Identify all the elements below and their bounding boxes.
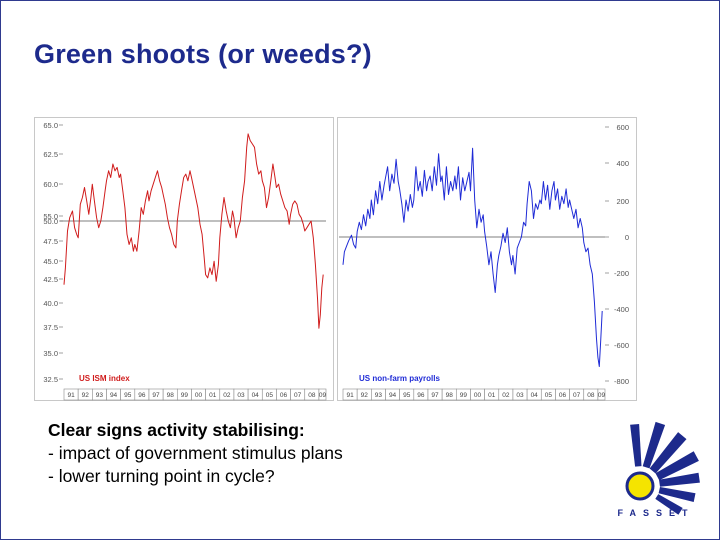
- slide-title: Green shoots (or weeds?): [34, 39, 372, 69]
- x-tick-label: 97: [152, 392, 160, 399]
- x-tick-label: 09: [598, 392, 606, 399]
- y-tick-label: 600: [616, 123, 629, 132]
- logo-ray-icon: [630, 424, 642, 467]
- y-tick-label: 32.5: [43, 375, 58, 384]
- series-label: US non-farm payrolls: [359, 374, 440, 383]
- x-tick-label: 94: [110, 392, 118, 399]
- payrolls-chart: 600 400 200 0 -200 -400 -600 -800 91 92 93 94 95 96 97…: [337, 117, 637, 401]
- series-label: US ISM index: [79, 374, 130, 383]
- y-tick-label: -800: [614, 377, 629, 386]
- x-tick-label: 93: [375, 392, 383, 399]
- x-tick-label: 08: [308, 392, 316, 399]
- ism-chart: 65.0 62.5 60.0 55.0 50.0 47.5 45.0 42.5 40.0 37.5…: [34, 117, 334, 401]
- logo-ray-icon: [659, 472, 700, 487]
- x-tick-label: 00: [195, 392, 203, 399]
- x-tick-label: 95: [403, 392, 411, 399]
- series-line: [63, 133, 324, 329]
- x-tick-label: 91: [346, 392, 354, 399]
- logo-ray-icon: [649, 432, 687, 474]
- y-tick-label: 62.5: [43, 150, 58, 159]
- y-tick-label: 40.0: [43, 299, 58, 308]
- y-tick-label: 65.0: [43, 121, 58, 130]
- y-tick-label: 35.0: [43, 349, 58, 358]
- y-tick-label: 37.5: [43, 323, 58, 332]
- y-tick-label: 60.0: [43, 180, 58, 189]
- y-tick-label: -200: [614, 269, 629, 278]
- x-tick-label: 98: [167, 392, 175, 399]
- x-tick-label: 04: [531, 392, 539, 399]
- bullet-item: - impact of government stimulus plans: [48, 443, 343, 463]
- x-tick-label: 99: [460, 392, 468, 399]
- x-tick-box: [318, 388, 327, 401]
- y-tick-label: 47.5: [43, 237, 58, 246]
- x-tick-label: 03: [237, 392, 245, 399]
- x-tick-label: 09: [319, 392, 327, 399]
- x-tick-label: 96: [138, 392, 146, 399]
- x-tick-label: 07: [294, 392, 302, 399]
- chart-frame: [337, 117, 637, 401]
- fasset-logo: [625, 421, 700, 515]
- x-tick-label: 98: [446, 392, 454, 399]
- x-tick-label: 05: [266, 392, 274, 399]
- x-tick-label: 00: [474, 392, 482, 399]
- x-tick-label: 99: [181, 392, 189, 399]
- x-tick-label: 01: [488, 392, 496, 399]
- x-tick-box: [597, 388, 606, 401]
- logo-ray-icon: [642, 421, 666, 469]
- logo-ray-icon: [655, 494, 683, 515]
- series-line: [342, 147, 603, 367]
- x-tick-label: 91: [67, 392, 75, 399]
- logo-ray-icon: [658, 487, 696, 502]
- y-tick-label: 400: [616, 159, 629, 168]
- x-tick-label: 02: [223, 392, 231, 399]
- y-tick-label: 50.0: [43, 217, 58, 226]
- x-tick-label: 93: [96, 392, 104, 399]
- x-tick-label: 04: [252, 392, 260, 399]
- x-tick-label: 94: [389, 392, 397, 399]
- y-tick-label: 55.0: [43, 212, 58, 221]
- x-tick-label: 08: [587, 392, 595, 399]
- x-tick-label: 06: [559, 392, 567, 399]
- y-tick-label: 0: [625, 233, 629, 242]
- x-tick-label: 05: [545, 392, 553, 399]
- y-tick-label: -600: [614, 341, 629, 350]
- y-tick-label: 45.0: [43, 257, 58, 266]
- x-tick-label: 97: [431, 392, 439, 399]
- ism-chart-svg: 65.0 62.5 60.0 55.050.0 47.5 45.0 42.5 40.0 37.5…: [34, 117, 334, 401]
- logo-text: FASSET: [617, 508, 695, 518]
- y-tick-label: -400: [614, 305, 629, 314]
- payrolls-chart-svg: 600 400 200 0 -200 -400 -600 -800 91 92 93 94 95 96 97…: [337, 117, 637, 401]
- body-text: Clear signs activity stabilising: - impa…: [48, 419, 343, 488]
- logo-rays-icon: [630, 421, 700, 515]
- x-tick-label: 06: [280, 392, 288, 399]
- x-tick-label: 92: [361, 392, 369, 399]
- y-tick-label: 42.5: [43, 275, 58, 284]
- bullet-heading: Clear signs activity stabilising:: [48, 420, 305, 440]
- chart-frame: [34, 117, 334, 401]
- x-tick-label: 03: [516, 392, 524, 399]
- x-tick-label: 92: [82, 392, 90, 399]
- logo-ray-icon: [655, 451, 699, 481]
- logo-sun-icon: [625, 471, 655, 501]
- x-tick-label: 07: [573, 392, 581, 399]
- bullet-item: - lower turning point in cycle?: [48, 466, 275, 486]
- x-tick-label: 02: [502, 392, 510, 399]
- y-tick-label: 200: [616, 197, 629, 206]
- x-tick-label: 95: [124, 392, 132, 399]
- x-tick-label: 01: [209, 392, 217, 399]
- x-tick-label: 96: [417, 392, 425, 399]
